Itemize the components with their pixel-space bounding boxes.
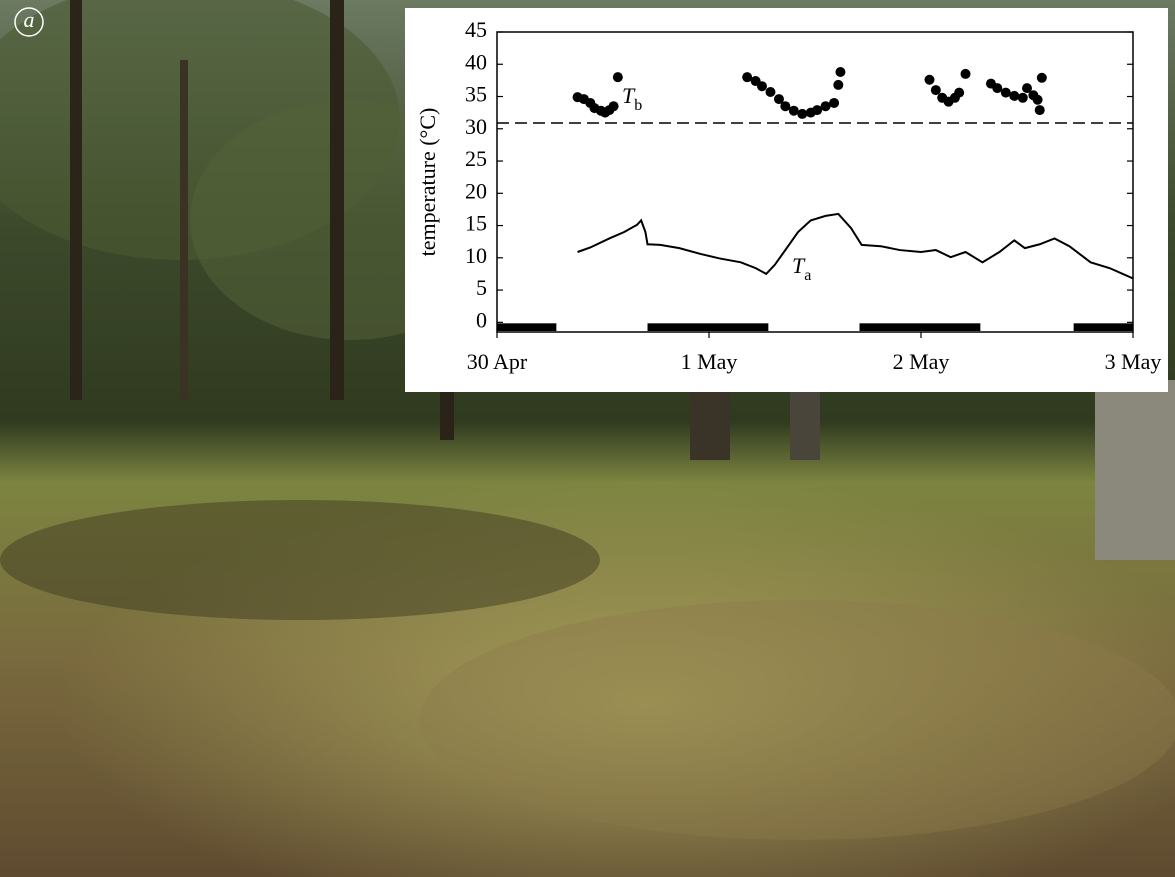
x-tick-label: 30 Apr bbox=[467, 349, 528, 374]
y-tick-label: 5 bbox=[476, 275, 487, 300]
x-tick-label: 1 May bbox=[681, 349, 738, 374]
point bbox=[765, 87, 775, 97]
point bbox=[613, 72, 623, 82]
point bbox=[829, 98, 839, 108]
y-tick-label: 15 bbox=[465, 211, 487, 236]
point bbox=[797, 109, 807, 119]
point bbox=[1037, 73, 1047, 83]
dark-period bbox=[648, 323, 769, 331]
point bbox=[961, 69, 971, 79]
figure: a 0 5 10 15 20 25 30 35 40 45 30 Apr 1 May 2 May 3 Ma… bbox=[0, 0, 1175, 877]
y-tick-label: 25 bbox=[465, 146, 487, 171]
y-tick-label: 40 bbox=[465, 49, 487, 74]
point bbox=[1033, 95, 1043, 105]
light-period-bar bbox=[497, 322, 1133, 332]
point bbox=[1018, 93, 1028, 103]
point bbox=[1035, 105, 1045, 115]
dark-period bbox=[497, 323, 556, 331]
series-label-subscript: b bbox=[634, 97, 642, 114]
x-tick-label: 2 May bbox=[893, 349, 950, 374]
point bbox=[1009, 91, 1019, 101]
y-axis-label: temperature (°C) bbox=[415, 108, 440, 257]
y-tick-label: 10 bbox=[465, 243, 487, 268]
series-label-subscript: a bbox=[804, 267, 811, 284]
point bbox=[833, 80, 843, 90]
point bbox=[931, 85, 941, 95]
point bbox=[609, 101, 619, 111]
point bbox=[757, 81, 767, 91]
y-tick-label: 30 bbox=[465, 114, 487, 139]
y-tick-label: 45 bbox=[465, 17, 487, 42]
point bbox=[992, 83, 1002, 93]
point bbox=[780, 101, 790, 111]
x-tick-label: 3 May bbox=[1105, 349, 1162, 374]
point bbox=[924, 75, 934, 85]
page: a 0 5 10 15 20 25 30 35 40 45 30 Apr 1 May 2 May 3 Ma… bbox=[0, 0, 1175, 877]
panel-label-text: a bbox=[24, 7, 35, 32]
chart-panel bbox=[405, 8, 1168, 392]
dark-period bbox=[1074, 323, 1133, 331]
y-tick-label: 20 bbox=[465, 178, 487, 203]
dark-period bbox=[860, 323, 981, 331]
y-tick-label: 0 bbox=[476, 307, 487, 332]
y-tick-label: 35 bbox=[465, 82, 487, 107]
point bbox=[954, 88, 964, 98]
point bbox=[835, 67, 845, 77]
